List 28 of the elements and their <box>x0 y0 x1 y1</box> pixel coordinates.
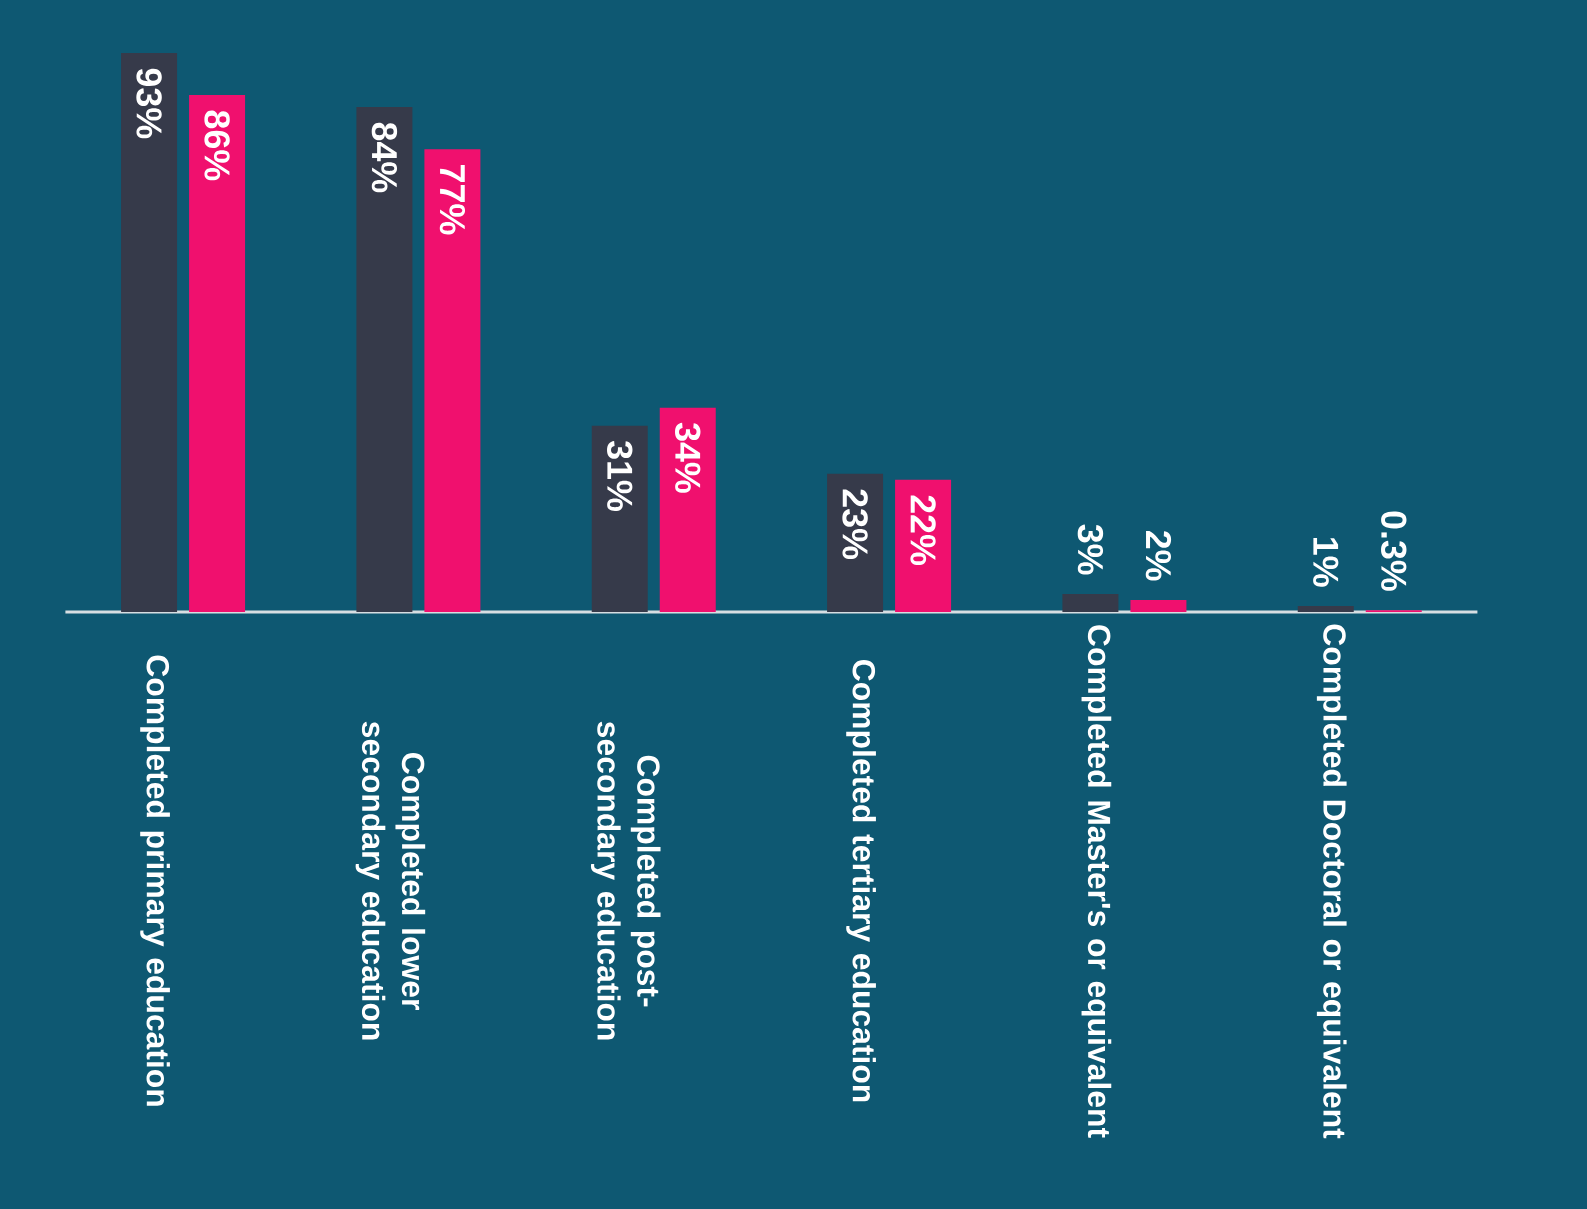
bar <box>424 149 481 612</box>
data-label: 0.3% <box>1381 511 1407 591</box>
data-label: 84% <box>371 122 398 193</box>
x-tick-label: Completed Master's or equivalent <box>1081 625 1112 1138</box>
x-tick-label: Completed post-secondary education <box>590 721 661 1040</box>
bar <box>356 107 413 612</box>
bar <box>1297 605 1354 612</box>
data-label: 3% <box>1077 524 1104 575</box>
data-label: 77% <box>439 165 466 235</box>
data-label: 22% <box>910 495 936 565</box>
bar <box>121 53 178 612</box>
data-label: 86% <box>204 110 230 181</box>
bar <box>1130 599 1187 612</box>
bar <box>591 425 648 612</box>
x-tick-label: Completed tertiary education <box>846 660 876 1102</box>
bar <box>827 473 884 612</box>
data-label: 93% <box>136 68 162 139</box>
bar <box>1062 593 1119 612</box>
x-tick-label: Completed Doctoral or equivalent <box>1316 624 1347 1139</box>
bar <box>659 407 716 612</box>
data-label: 1% <box>1313 538 1339 587</box>
data-label: 23% <box>842 489 868 559</box>
data-label: 2% <box>1145 530 1172 581</box>
data-label: 31% <box>607 440 633 511</box>
x-tick-label: Completed primary education <box>140 655 170 1106</box>
bar <box>189 95 246 612</box>
data-label: 34% <box>675 422 701 493</box>
x-tick-label: Completed lower secondary education <box>355 721 426 1040</box>
